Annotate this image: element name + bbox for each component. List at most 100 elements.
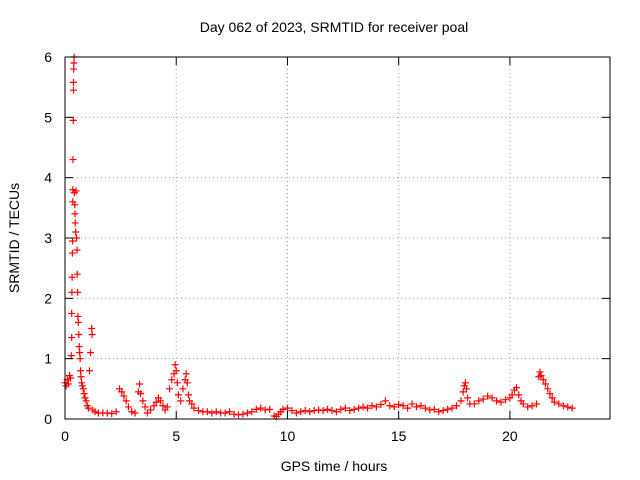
data-point <box>73 246 81 254</box>
data-point <box>439 407 447 415</box>
data-point <box>172 367 180 375</box>
data-point <box>163 403 171 411</box>
data-point <box>226 408 234 416</box>
data-point <box>297 408 305 416</box>
data-point <box>332 408 340 416</box>
data-point <box>399 402 407 410</box>
data-point <box>77 367 85 375</box>
y-tick-label: 2 <box>44 290 52 306</box>
data-point <box>323 405 331 413</box>
data-point <box>430 405 438 413</box>
data-point <box>68 309 76 317</box>
data-point <box>310 407 318 415</box>
y-tick-label: 0 <box>44 411 52 427</box>
data-point <box>76 355 84 363</box>
y-tick-label: 5 <box>44 109 52 125</box>
x-axis-label: GPS time / hours <box>281 458 388 474</box>
x-tick-label: 0 <box>61 428 69 444</box>
data-point <box>103 409 111 417</box>
data-point <box>377 401 385 409</box>
data-point <box>120 392 128 400</box>
data-point <box>74 288 82 296</box>
data-point <box>301 407 309 415</box>
data-point <box>252 405 260 413</box>
data-point <box>208 409 216 417</box>
data-point <box>292 409 300 417</box>
data-point <box>168 376 176 384</box>
data-point <box>513 384 521 392</box>
data-point <box>70 59 78 67</box>
data-point <box>173 379 181 387</box>
data-point <box>76 349 84 357</box>
data-point <box>412 403 420 411</box>
data-point <box>69 237 77 245</box>
data-point <box>70 65 78 73</box>
data-point <box>457 397 465 405</box>
data-point <box>537 372 545 380</box>
data-point <box>257 404 265 412</box>
chart-title: Day 062 of 2023, SRMTID for receiver poa… <box>200 19 468 35</box>
data-point <box>519 400 527 408</box>
data-point <box>319 407 327 415</box>
data-point <box>524 403 532 411</box>
data-point <box>470 400 478 408</box>
data-point <box>68 249 76 257</box>
data-point <box>139 397 147 405</box>
data-point <box>548 394 556 402</box>
axis-ticks <box>64 56 610 420</box>
data-point <box>448 404 456 412</box>
data-point <box>179 385 187 393</box>
data-point <box>71 219 79 227</box>
x-tick-label: 20 <box>502 428 518 444</box>
data-point <box>141 403 149 411</box>
data-point <box>69 78 77 86</box>
data-point <box>364 404 372 412</box>
data-point <box>501 396 509 404</box>
data-point <box>508 391 516 399</box>
data-point <box>122 397 130 405</box>
data-point <box>230 410 238 418</box>
data-point <box>475 397 483 405</box>
data-point <box>239 410 247 418</box>
data-point <box>78 379 86 387</box>
data-point <box>564 403 572 411</box>
data-point <box>72 187 80 195</box>
data-point <box>188 400 196 408</box>
data-point <box>73 270 81 278</box>
x-tick-label: 5 <box>172 428 180 444</box>
data-point <box>372 403 380 411</box>
data-point <box>84 404 92 412</box>
data-point <box>68 273 76 281</box>
y-tick-label: 1 <box>44 351 52 367</box>
y-axis-label: SRMTID / TECUs <box>6 183 22 293</box>
data-point <box>536 368 544 376</box>
data-point <box>346 407 354 415</box>
data-points <box>61 53 576 421</box>
data-point <box>184 391 192 399</box>
data-point <box>404 404 412 412</box>
data-point <box>159 402 167 410</box>
data-point <box>555 400 563 408</box>
data-point <box>461 379 469 387</box>
data-point <box>190 404 198 412</box>
data-point <box>69 186 77 194</box>
data-point <box>435 408 443 416</box>
data-point <box>131 409 139 417</box>
data-point <box>221 409 229 417</box>
data-point <box>541 380 549 388</box>
data-point <box>128 408 136 416</box>
data-point <box>568 404 576 412</box>
data-point <box>243 409 251 417</box>
data-point <box>533 400 541 408</box>
data-point <box>88 325 96 332</box>
data-point <box>546 390 554 398</box>
data-point <box>497 398 505 406</box>
data-point <box>328 407 336 415</box>
data-point <box>550 398 558 406</box>
data-point <box>203 408 211 416</box>
data-point <box>91 408 99 416</box>
data-point <box>395 401 403 409</box>
data-point <box>464 394 472 402</box>
data-point <box>279 405 287 413</box>
data-point <box>112 408 120 416</box>
